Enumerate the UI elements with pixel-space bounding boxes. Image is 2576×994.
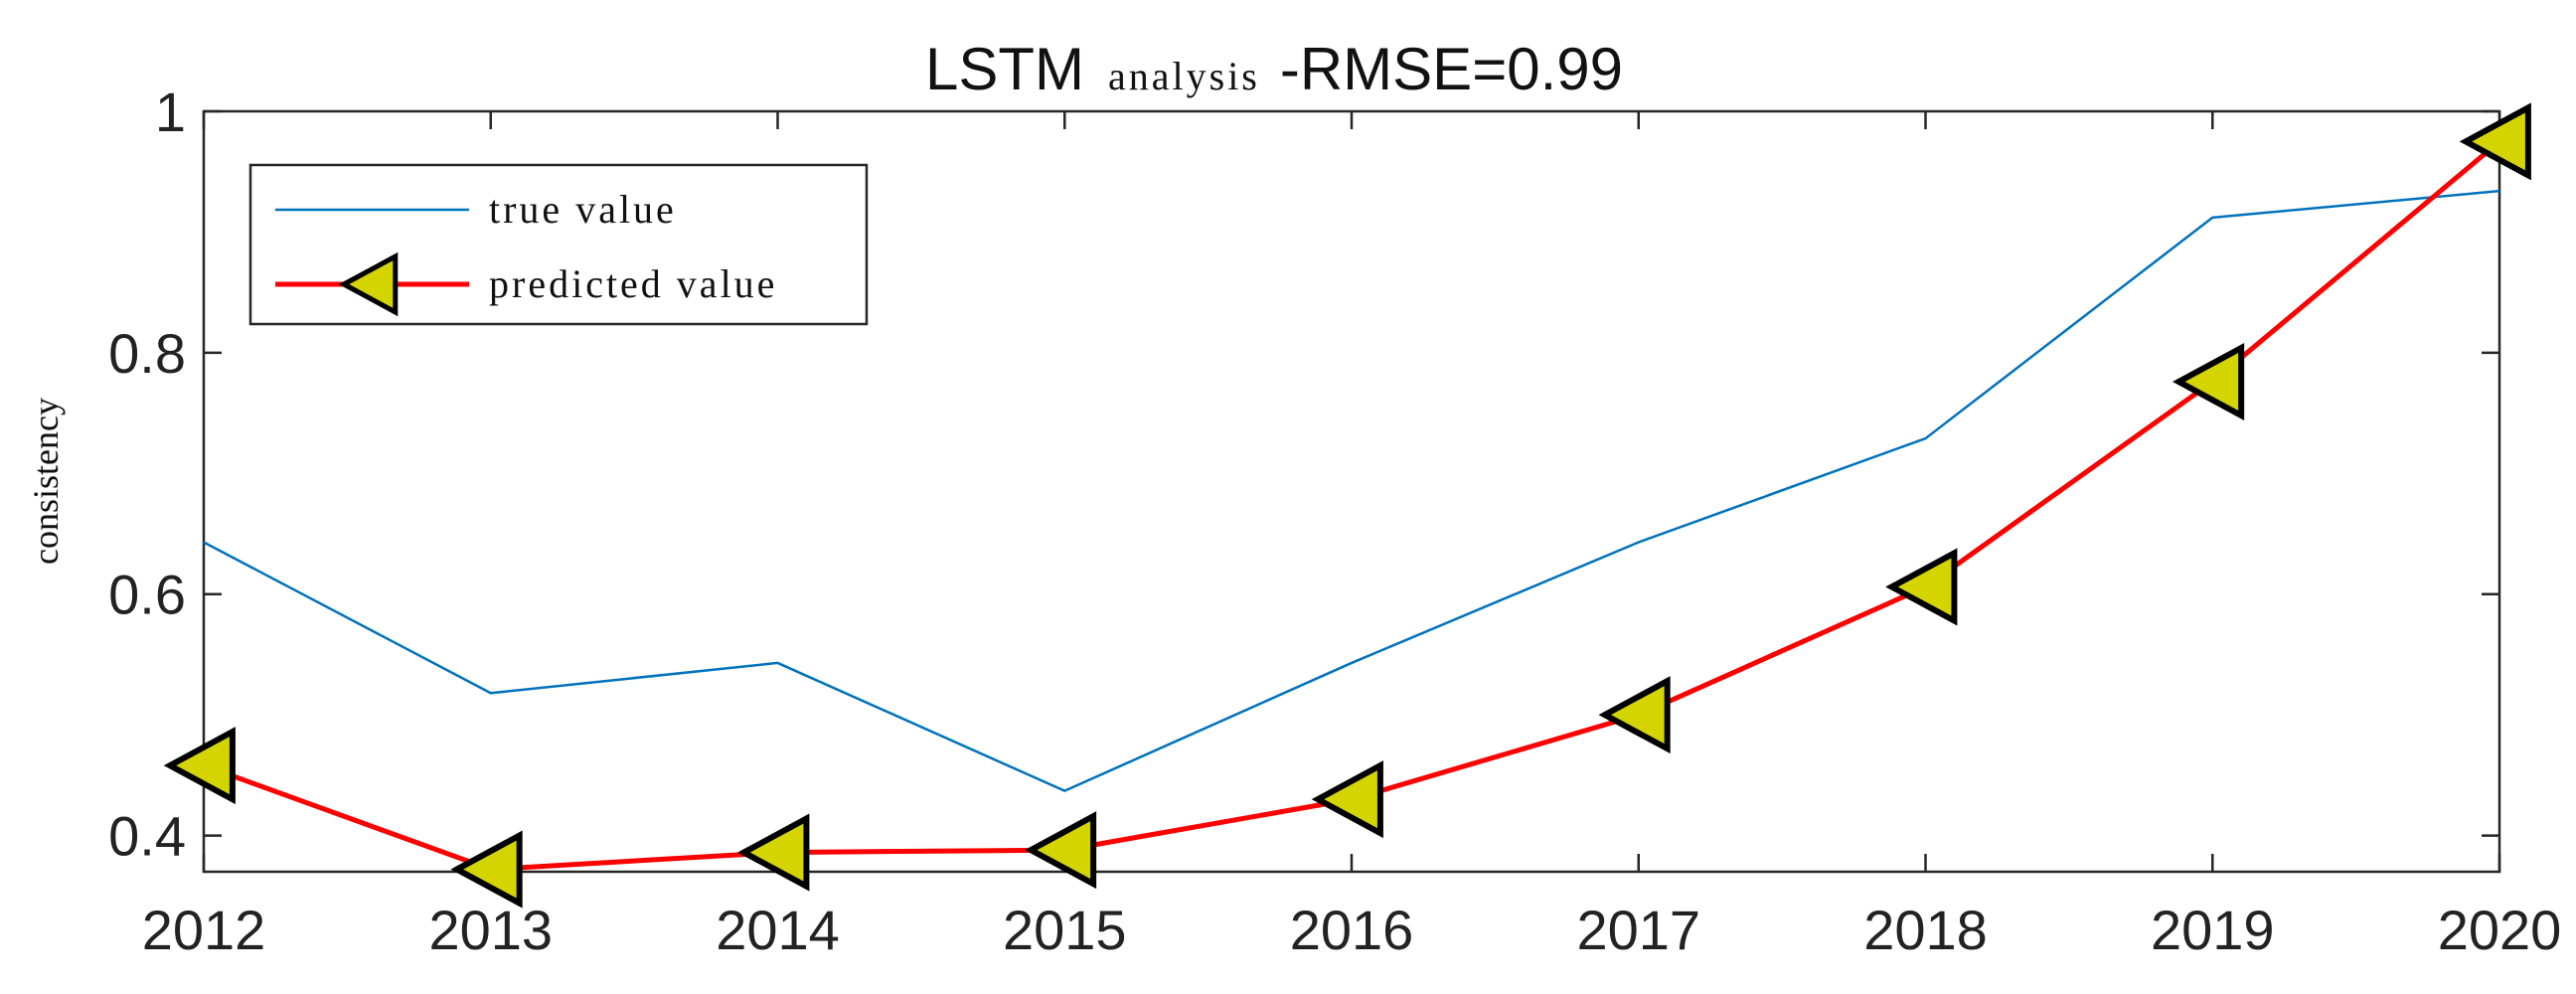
chart-title: LSTM analysis -RMSE=0.99 — [925, 36, 1623, 102]
y-axis-ticks: 0.4 0.6 0.8 1 — [108, 81, 2499, 868]
series-point — [2172, 342, 2245, 421]
series-point — [2459, 102, 2531, 181]
chart-title-sub: analysis — [1108, 54, 1260, 98]
chart-title-main: LSTM — [925, 36, 1084, 102]
legend-label: true value — [489, 187, 677, 232]
series-point — [1311, 760, 1383, 839]
legend-marker — [338, 251, 399, 317]
series-point — [1885, 548, 1958, 626]
x-tick-label: 2013 — [428, 899, 553, 961]
y-tick-label: 0.8 — [108, 322, 186, 385]
legend-label: predicted value — [489, 261, 777, 306]
x-axis-ticks: 2012 2013 2014 2015 2016 2017 2018 2019 2020 — [142, 111, 2562, 961]
y-tick-label: 0.6 — [108, 564, 186, 626]
x-tick-label: 2014 — [716, 899, 840, 961]
series-group — [163, 102, 2531, 909]
series-point — [163, 727, 236, 805]
legend: true value predicted value — [248, 163, 869, 326]
series-line — [203, 189, 2500, 792]
x-tick-label: 2020 — [2438, 899, 2562, 961]
x-tick-label: 2019 — [2151, 899, 2275, 961]
series-point — [450, 830, 523, 909]
y-axis-label: consistency — [26, 398, 66, 565]
series-point — [737, 813, 810, 892]
chart-title-suffix: -RMSE=0.99 — [1280, 36, 1623, 102]
y-tick-label: 0.4 — [108, 805, 186, 868]
x-tick-label: 2018 — [1863, 899, 1988, 961]
x-tick-label: 2016 — [1290, 899, 1414, 961]
series-point — [1024, 811, 1097, 890]
y-tick-label: 1 — [155, 81, 186, 143]
x-tick-label: 2012 — [142, 899, 266, 961]
series-point — [1598, 676, 1671, 754]
legend-box — [248, 163, 869, 326]
x-tick-label: 2015 — [1003, 899, 1127, 961]
x-tick-label: 2017 — [1576, 899, 1700, 961]
